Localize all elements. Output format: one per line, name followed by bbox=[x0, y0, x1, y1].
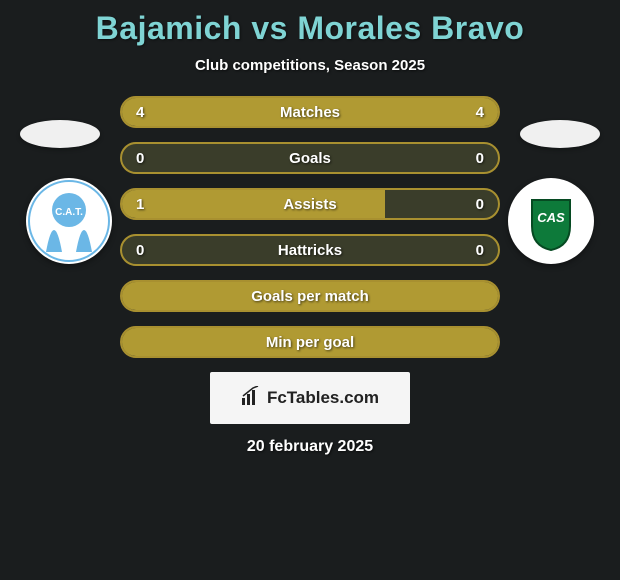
club-badge-right-inner: CAS bbox=[508, 178, 594, 264]
country-flag-right bbox=[520, 120, 600, 148]
brand-badge: FcTables.com bbox=[210, 372, 410, 424]
country-flag-left bbox=[20, 120, 100, 148]
chart-icon bbox=[241, 386, 261, 411]
stat-label: Matches bbox=[122, 98, 498, 126]
svg-text:C.A.T.: C.A.T. bbox=[55, 207, 83, 218]
stat-row: Goals per match bbox=[120, 280, 500, 312]
stat-row: Min per goal bbox=[120, 326, 500, 358]
club-badge-left-inner: C.A.T. bbox=[26, 178, 112, 264]
stat-label: Hattricks bbox=[122, 236, 498, 264]
subtitle: Club competitions, Season 2025 bbox=[0, 57, 620, 74]
club-badge-left: C.A.T. bbox=[26, 178, 112, 264]
stat-label: Goals bbox=[122, 144, 498, 172]
stat-row: 44Matches bbox=[120, 96, 500, 128]
stat-label: Min per goal bbox=[122, 328, 498, 356]
stat-label: Assists bbox=[122, 190, 498, 218]
brand-text: FcTables.com bbox=[267, 388, 379, 408]
page-title: Bajamich vs Morales Bravo bbox=[0, 10, 620, 47]
stat-label: Goals per match bbox=[122, 282, 498, 310]
stat-row: 00Goals bbox=[120, 142, 500, 174]
stat-row: 10Assists bbox=[120, 188, 500, 220]
date-label: 20 february 2025 bbox=[0, 438, 620, 456]
stats-table: 44Matches 00Goals 10Assists 00Hattricks Goal… bbox=[120, 96, 500, 358]
svg-text:CAS: CAS bbox=[537, 210, 565, 225]
club-badge-right: CAS bbox=[508, 178, 594, 264]
stat-row: 00Hattricks bbox=[120, 234, 500, 266]
